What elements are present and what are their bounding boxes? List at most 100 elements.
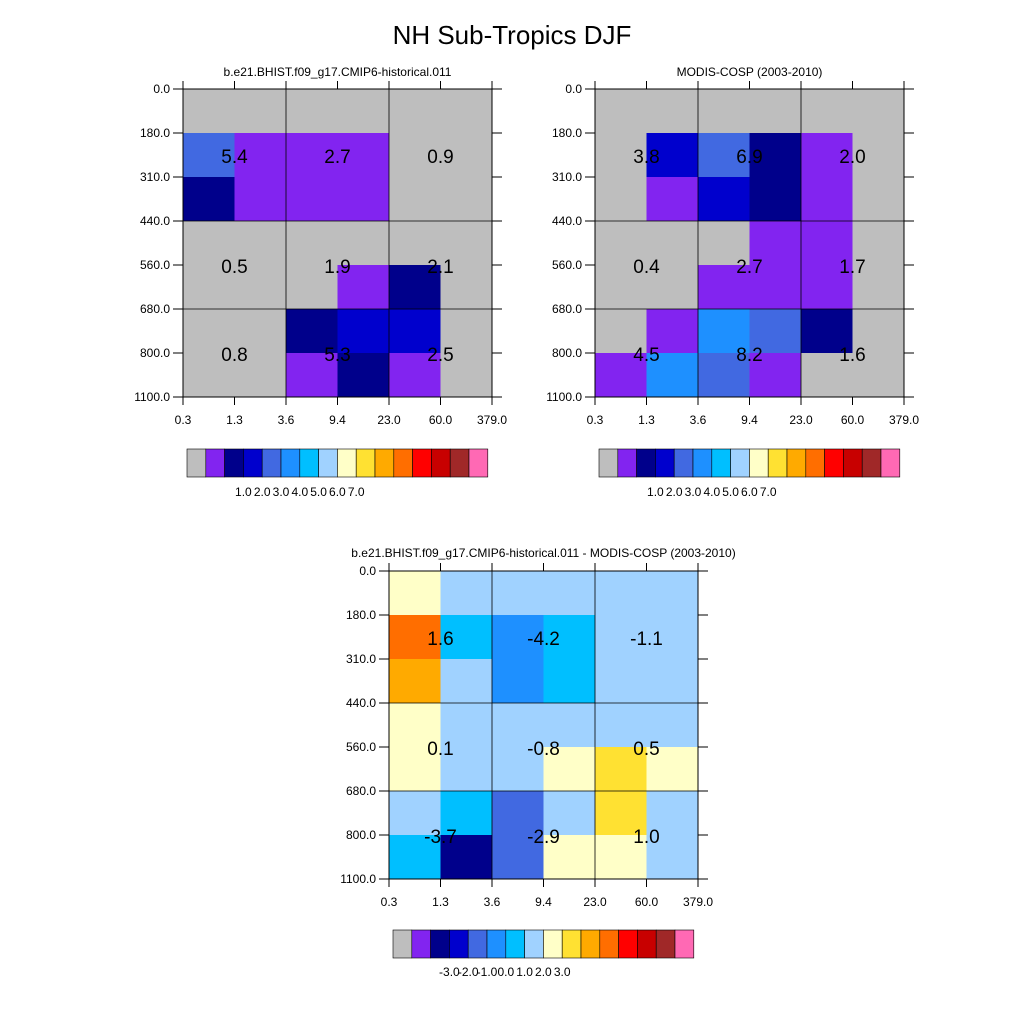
heatmap-cell (595, 659, 647, 704)
heatmap-cell (698, 133, 750, 178)
heatmap-cell (389, 659, 441, 704)
heatmap-cell (852, 309, 905, 354)
heatmap-cell (337, 353, 390, 398)
heatmap-cell (440, 659, 493, 704)
y-tick-label: 0.0 (153, 82, 170, 96)
cell-value-label: 1.6 (839, 345, 865, 366)
colorbar-tick-label: 2.0 (666, 485, 683, 499)
cell-value-label: -4.2 (527, 629, 560, 650)
heatmap-cell (749, 89, 802, 134)
heatmap-cell (389, 791, 441, 836)
colorbar-box (468, 448, 489, 478)
colorbar-box (617, 448, 637, 478)
heatmap-cell (852, 353, 905, 398)
heatmap-cell (286, 353, 338, 398)
colorbar-box (561, 929, 582, 959)
heatmap-cell (543, 703, 596, 748)
colorbar-box (337, 448, 357, 478)
heatmap-cell (440, 133, 493, 178)
x-tick-label: 0.3 (175, 413, 192, 427)
heatmap-cell (234, 133, 287, 178)
heatmap-cell (492, 615, 544, 660)
colorbar-tick-label: -2.0 (458, 965, 479, 979)
colorbar-box (393, 448, 413, 478)
cell-value-label: 0.4 (633, 257, 660, 278)
colorbar-box (543, 929, 563, 959)
heatmap-cell (286, 89, 338, 134)
heatmap-cell (183, 265, 235, 310)
heatmap-cell (440, 791, 493, 836)
colorbar-tick-label: 5.0 (310, 485, 327, 499)
y-tick-label: 440.0 (346, 696, 376, 710)
heatmap-cell (389, 133, 441, 178)
colorbar-box (636, 448, 656, 478)
heatmap-cell (183, 353, 235, 398)
heatmap-cell (286, 177, 338, 222)
y-tick-label: 800.0 (140, 346, 170, 360)
heatmap-cell (337, 89, 390, 134)
heatmap-cell (492, 835, 544, 880)
cell-value-label: 0.9 (427, 147, 453, 168)
heatmap-cell (234, 89, 287, 134)
heatmap-cell (440, 747, 493, 792)
x-tick-label: 3.6 (484, 895, 501, 909)
heatmap-cell (337, 133, 390, 178)
x-tick-label: 379.0 (477, 413, 507, 427)
x-tick-label: 1.3 (638, 413, 655, 427)
y-tick-label: 680.0 (140, 302, 170, 316)
heatmap-cell (749, 353, 802, 398)
colorbar-box (355, 448, 376, 478)
y-tick-label: 560.0 (140, 258, 170, 272)
colorbar-box (767, 448, 788, 478)
heatmap-cell (698, 221, 750, 266)
heatmap-cell (234, 221, 287, 266)
heatmap-cell (801, 177, 853, 222)
x-tick-label: 60.0 (635, 895, 659, 909)
y-tick-label: 680.0 (552, 302, 582, 316)
heatmap-cell (389, 835, 441, 880)
heatmap-cell (183, 177, 235, 222)
colorbar-tick-label: 1.0 (516, 965, 533, 979)
colorbar-tick-label: 5.0 (722, 485, 739, 499)
colorbar-tick-label: 6.0 (329, 485, 346, 499)
heatmap-cell (337, 265, 390, 310)
heatmap-cell (286, 309, 338, 354)
heatmap-cell (595, 309, 647, 354)
colorbar-box (374, 448, 395, 478)
cell-value-label: 2.0 (839, 147, 865, 168)
cell-value-label: 1.6 (427, 629, 453, 650)
colorbar-box (598, 448, 619, 478)
heatmap-cell (543, 659, 596, 704)
cell-value-label: -2.9 (527, 827, 560, 848)
heatmap-cell (595, 615, 647, 660)
x-tick-label: 9.4 (741, 413, 758, 427)
x-tick-label: 23.0 (583, 895, 607, 909)
colorbar-box (412, 448, 432, 478)
colorbar-box (749, 448, 769, 478)
x-tick-label: 3.6 (278, 413, 295, 427)
colorbar-box (674, 929, 695, 959)
heatmap-cell (286, 265, 338, 310)
heatmap-cell (543, 835, 596, 880)
heatmap-cell (389, 747, 441, 792)
cell-value-label: 8.2 (736, 345, 762, 366)
y-tick-label: 310.0 (140, 170, 170, 184)
colorbar-tick-label: 3.0 (685, 485, 702, 499)
heatmap-cell (698, 353, 750, 398)
colorbar-box (580, 929, 601, 959)
x-tick-label: 379.0 (683, 895, 713, 909)
heatmap-cell (852, 133, 905, 178)
cell-value-label: 6.9 (736, 147, 762, 168)
colorbar-box (843, 448, 863, 478)
heatmap-cell (646, 571, 699, 616)
heatmap-cell (595, 747, 647, 792)
x-tick-label: 60.0 (841, 413, 865, 427)
heatmap-cell (646, 353, 699, 398)
heatmap-cell (234, 177, 287, 222)
colorbar-box (261, 448, 282, 478)
heatmap-cell (749, 265, 802, 310)
heatmap-cell (183, 89, 235, 134)
heatmap-cell (183, 133, 235, 178)
colorbar-tick-label: 7.0 (348, 485, 365, 499)
cell-value-label: 0.1 (427, 739, 453, 760)
